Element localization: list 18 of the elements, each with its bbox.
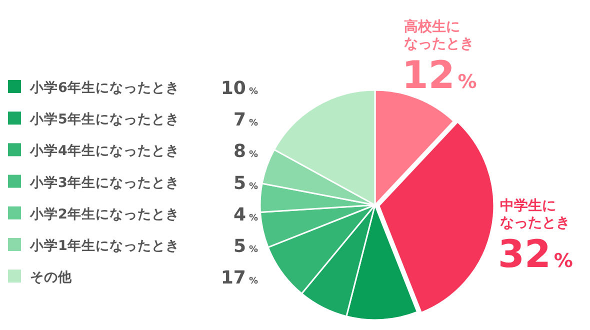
data-label: 5% xyxy=(233,236,258,257)
data-label: 7% xyxy=(233,110,258,131)
slice-label: 中学生になったとき xyxy=(500,198,570,231)
data-label: 10% xyxy=(220,78,258,99)
data-label: 5% xyxy=(233,172,258,194)
legend-label: 小学1年生になったとき xyxy=(29,238,180,254)
data-label: 8% xyxy=(233,141,258,162)
legend-label: 小学3年生になったとき xyxy=(29,174,180,191)
legend-label: その他 xyxy=(30,270,73,286)
data-label: 12% xyxy=(402,53,477,98)
legend-label: 小学4年生になったとき xyxy=(29,143,180,160)
legend-label: 小学2年生になったとき xyxy=(29,206,180,222)
slice-label: 高校生になったとき xyxy=(404,18,474,52)
legend-label: 小学5年生になったとき xyxy=(29,112,180,128)
data-label: 4% xyxy=(233,204,258,226)
legend-label: 小学6年生になったとき xyxy=(29,80,180,96)
data-label: 17% xyxy=(220,268,258,289)
data-label: 32% xyxy=(498,232,573,276)
